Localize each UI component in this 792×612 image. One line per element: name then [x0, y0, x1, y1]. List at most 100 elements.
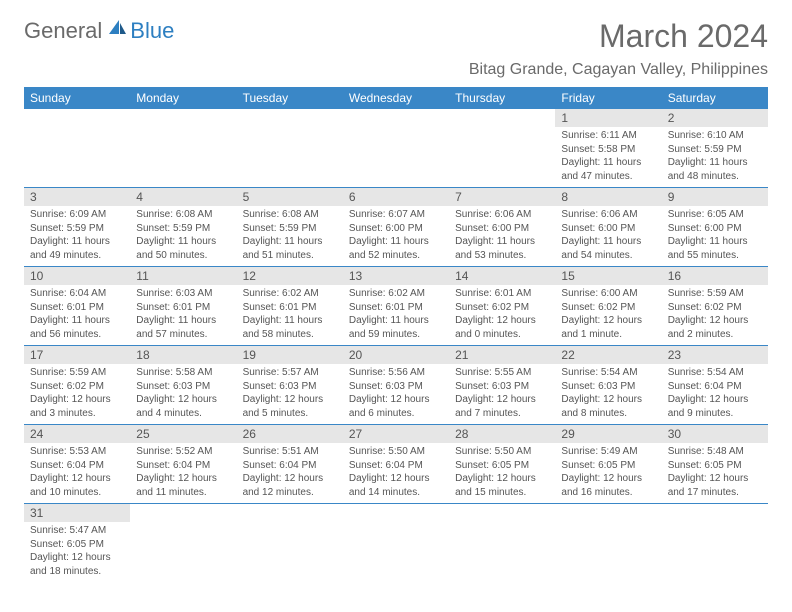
day-number: 8 [555, 188, 661, 206]
calendar-day: 20Sunrise: 5:56 AMSunset: 6:03 PMDayligh… [343, 346, 449, 425]
day-details: Sunrise: 5:54 AMSunset: 6:03 PMDaylight:… [555, 364, 661, 424]
calendar-empty [130, 109, 236, 188]
calendar-header-row: SundayMondayTuesdayWednesdayThursdayFrid… [24, 87, 768, 109]
calendar-empty [130, 504, 236, 583]
day-details: Sunrise: 6:00 AMSunset: 6:02 PMDaylight:… [555, 285, 661, 345]
day-details: Sunrise: 6:03 AMSunset: 6:01 PMDaylight:… [130, 285, 236, 345]
calendar-day: 10Sunrise: 6:04 AMSunset: 6:01 PMDayligh… [24, 267, 130, 346]
day-header: Tuesday [237, 87, 343, 109]
day-details: Sunrise: 6:05 AMSunset: 6:00 PMDaylight:… [662, 206, 768, 266]
day-details: Sunrise: 5:50 AMSunset: 6:05 PMDaylight:… [449, 443, 555, 503]
calendar-row: 3Sunrise: 6:09 AMSunset: 5:59 PMDaylight… [24, 188, 768, 267]
calendar-empty [237, 504, 343, 583]
calendar-day: 2Sunrise: 6:10 AMSunset: 5:59 PMDaylight… [662, 109, 768, 188]
day-number: 1 [555, 109, 661, 127]
calendar-day: 11Sunrise: 6:03 AMSunset: 6:01 PMDayligh… [130, 267, 236, 346]
calendar-day: 19Sunrise: 5:57 AMSunset: 6:03 PMDayligh… [237, 346, 343, 425]
calendar-row: 24Sunrise: 5:53 AMSunset: 6:04 PMDayligh… [24, 425, 768, 504]
calendar-day: 26Sunrise: 5:51 AMSunset: 6:04 PMDayligh… [237, 425, 343, 504]
calendar-empty [237, 109, 343, 188]
day-number: 14 [449, 267, 555, 285]
day-number: 4 [130, 188, 236, 206]
day-number: 28 [449, 425, 555, 443]
calendar-empty [343, 109, 449, 188]
calendar-day: 1Sunrise: 6:11 AMSunset: 5:58 PMDaylight… [555, 109, 661, 188]
calendar-day: 27Sunrise: 5:50 AMSunset: 6:04 PMDayligh… [343, 425, 449, 504]
day-details: Sunrise: 5:53 AMSunset: 6:04 PMDaylight:… [24, 443, 130, 503]
calendar-day: 6Sunrise: 6:07 AMSunset: 6:00 PMDaylight… [343, 188, 449, 267]
day-number: 24 [24, 425, 130, 443]
calendar-empty [24, 109, 130, 188]
day-details: Sunrise: 5:47 AMSunset: 6:05 PMDaylight:… [24, 522, 130, 582]
calendar-empty [449, 109, 555, 188]
day-header: Wednesday [343, 87, 449, 109]
day-details: Sunrise: 5:54 AMSunset: 6:04 PMDaylight:… [662, 364, 768, 424]
day-details: Sunrise: 6:06 AMSunset: 6:00 PMDaylight:… [449, 206, 555, 266]
calendar-empty [343, 504, 449, 583]
day-number: 6 [343, 188, 449, 206]
day-header: Saturday [662, 87, 768, 109]
calendar-day: 8Sunrise: 6:06 AMSunset: 6:00 PMDaylight… [555, 188, 661, 267]
calendar-empty [449, 504, 555, 583]
day-number: 26 [237, 425, 343, 443]
calendar-day: 21Sunrise: 5:55 AMSunset: 6:03 PMDayligh… [449, 346, 555, 425]
day-number: 15 [555, 267, 661, 285]
day-number: 31 [24, 504, 130, 522]
day-number: 10 [24, 267, 130, 285]
day-number: 27 [343, 425, 449, 443]
calendar-body: 1Sunrise: 6:11 AMSunset: 5:58 PMDaylight… [24, 109, 768, 582]
calendar-day: 23Sunrise: 5:54 AMSunset: 6:04 PMDayligh… [662, 346, 768, 425]
calendar-day: 25Sunrise: 5:52 AMSunset: 6:04 PMDayligh… [130, 425, 236, 504]
calendar-row: 17Sunrise: 5:59 AMSunset: 6:02 PMDayligh… [24, 346, 768, 425]
day-details: Sunrise: 5:57 AMSunset: 6:03 PMDaylight:… [237, 364, 343, 424]
calendar-row: 31Sunrise: 5:47 AMSunset: 6:05 PMDayligh… [24, 504, 768, 583]
calendar-day: 31Sunrise: 5:47 AMSunset: 6:05 PMDayligh… [24, 504, 130, 583]
day-number: 12 [237, 267, 343, 285]
day-details: Sunrise: 6:01 AMSunset: 6:02 PMDaylight:… [449, 285, 555, 345]
calendar-day: 3Sunrise: 6:09 AMSunset: 5:59 PMDaylight… [24, 188, 130, 267]
day-details: Sunrise: 6:07 AMSunset: 6:00 PMDaylight:… [343, 206, 449, 266]
day-number: 30 [662, 425, 768, 443]
day-number: 2 [662, 109, 768, 127]
day-number: 25 [130, 425, 236, 443]
calendar-day: 5Sunrise: 6:08 AMSunset: 5:59 PMDaylight… [237, 188, 343, 267]
brand-part2: Blue [130, 18, 174, 44]
location-subtitle: Bitag Grande, Cagayan Valley, Philippine… [469, 61, 768, 79]
day-number: 19 [237, 346, 343, 364]
brand-logo: GeneralBlue [24, 18, 174, 44]
day-header: Friday [555, 87, 661, 109]
day-details: Sunrise: 5:55 AMSunset: 6:03 PMDaylight:… [449, 364, 555, 424]
day-details: Sunrise: 6:06 AMSunset: 6:00 PMDaylight:… [555, 206, 661, 266]
calendar-table: SundayMondayTuesdayWednesdayThursdayFrid… [24, 87, 768, 582]
calendar-day: 18Sunrise: 5:58 AMSunset: 6:03 PMDayligh… [130, 346, 236, 425]
calendar-day: 29Sunrise: 5:49 AMSunset: 6:05 PMDayligh… [555, 425, 661, 504]
day-header: Thursday [449, 87, 555, 109]
calendar-row: 1Sunrise: 6:11 AMSunset: 5:58 PMDaylight… [24, 109, 768, 188]
calendar-day: 9Sunrise: 6:05 AMSunset: 6:00 PMDaylight… [662, 188, 768, 267]
day-number: 5 [237, 188, 343, 206]
day-number: 22 [555, 346, 661, 364]
calendar-day: 22Sunrise: 5:54 AMSunset: 6:03 PMDayligh… [555, 346, 661, 425]
calendar-day: 30Sunrise: 5:48 AMSunset: 6:05 PMDayligh… [662, 425, 768, 504]
day-details: Sunrise: 6:02 AMSunset: 6:01 PMDaylight:… [237, 285, 343, 345]
day-header: Sunday [24, 87, 130, 109]
month-title: March 2024 [469, 18, 768, 55]
day-details: Sunrise: 6:08 AMSunset: 5:59 PMDaylight:… [130, 206, 236, 266]
sail-icon [106, 18, 128, 44]
day-details: Sunrise: 5:56 AMSunset: 6:03 PMDaylight:… [343, 364, 449, 424]
calendar-day: 17Sunrise: 5:59 AMSunset: 6:02 PMDayligh… [24, 346, 130, 425]
day-number: 18 [130, 346, 236, 364]
day-number: 16 [662, 267, 768, 285]
day-number: 9 [662, 188, 768, 206]
calendar-day: 12Sunrise: 6:02 AMSunset: 6:01 PMDayligh… [237, 267, 343, 346]
calendar-day: 16Sunrise: 5:59 AMSunset: 6:02 PMDayligh… [662, 267, 768, 346]
day-number: 17 [24, 346, 130, 364]
day-number: 11 [130, 267, 236, 285]
day-number: 3 [24, 188, 130, 206]
calendar-row: 10Sunrise: 6:04 AMSunset: 6:01 PMDayligh… [24, 267, 768, 346]
calendar-day: 15Sunrise: 6:00 AMSunset: 6:02 PMDayligh… [555, 267, 661, 346]
day-details: Sunrise: 5:49 AMSunset: 6:05 PMDaylight:… [555, 443, 661, 503]
day-details: Sunrise: 6:11 AMSunset: 5:58 PMDaylight:… [555, 127, 661, 187]
day-number: 29 [555, 425, 661, 443]
day-number: 13 [343, 267, 449, 285]
